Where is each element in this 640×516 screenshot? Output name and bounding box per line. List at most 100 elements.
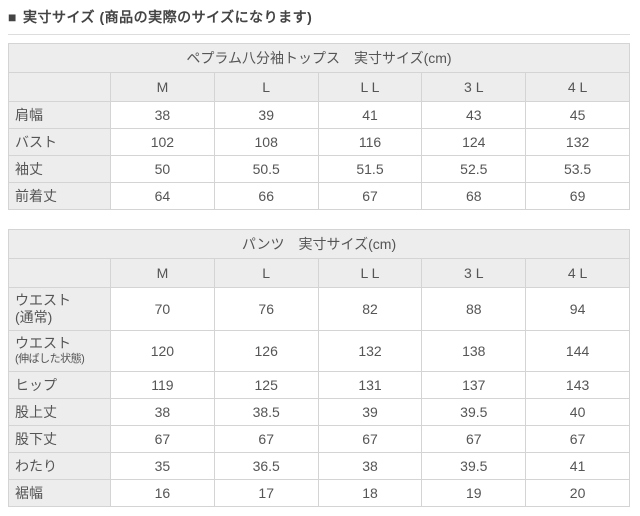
row-label-line: ヒップ (15, 376, 57, 393)
table-cell: 36.5 (213, 452, 319, 480)
corner-cell (8, 258, 111, 288)
table-row: わたり 35 36.5 38 39.5 41 (8, 452, 630, 480)
corner-cell (8, 72, 111, 102)
table-title-row: パンツ 実寸サイズ(cm) (8, 229, 630, 259)
row-label-line: 裾幅 (15, 484, 43, 501)
row-label-line: (伸ばした状態) (15, 353, 85, 365)
column-header: M (110, 72, 215, 102)
row-label-line: バスト (15, 133, 57, 150)
table-cell: 51.5 (317, 155, 423, 183)
table-cell: 102 (110, 128, 215, 156)
table-cell: 68 (421, 182, 527, 210)
table-cell: 64 (110, 182, 215, 210)
row-label: ウエスト (伸ばした状態) (8, 330, 111, 372)
table-cell: 138 (421, 330, 527, 372)
row-label-line: 袖丈 (15, 160, 43, 177)
table-cell: 119 (110, 371, 215, 399)
table-row: 裾幅 16 17 18 19 20 (8, 479, 630, 507)
table-cell: 94 (525, 287, 630, 331)
row-label-line: 股下丈 (15, 430, 57, 447)
table-cell: 137 (421, 371, 527, 399)
table-title-row: ペプラム八分袖トップス 実寸サイズ(cm) (8, 43, 630, 73)
table-row: 股上丈 38 38.5 39 39.5 40 (8, 398, 630, 426)
table-cell: 52.5 (421, 155, 527, 183)
row-label-line: ウエスト (15, 335, 71, 351)
table-row: 肩幅 38 39 41 43 45 (8, 101, 630, 129)
table-cell: 116 (317, 128, 423, 156)
table-cell: 67 (317, 182, 423, 210)
table-row: 前着丈 64 66 67 68 69 (8, 182, 630, 210)
row-label-line: 前着丈 (15, 187, 57, 204)
row-label: ヒップ (8, 371, 111, 399)
row-label-line: わたり (15, 457, 57, 474)
table-cell: 20 (525, 479, 630, 507)
table-cell: 53.5 (525, 155, 630, 183)
table-cell: 70 (110, 287, 215, 331)
column-header: 3 L (421, 258, 527, 288)
row-label: ウエスト (通常) (8, 287, 111, 331)
table-row: 袖丈 50 50.5 51.5 52.5 53.5 (8, 155, 630, 183)
section-heading: ■ 実寸サイズ (商品の実際のサイズになります) (8, 5, 640, 34)
table-cell: 16 (110, 479, 215, 507)
table-cell: 108 (213, 128, 319, 156)
row-label: 股上丈 (8, 398, 111, 426)
column-header: M (110, 258, 215, 288)
row-label: 前着丈 (8, 182, 111, 210)
table-cell: 45 (525, 101, 630, 129)
row-label: 肩幅 (8, 101, 111, 129)
column-header: L (213, 72, 319, 102)
table-cell: 66 (213, 182, 319, 210)
table-cell: 126 (213, 330, 319, 372)
column-header: L L (317, 72, 423, 102)
column-header: 4 L (525, 258, 630, 288)
table-cell: 41 (525, 452, 630, 480)
table-row: ウエスト (伸ばした状態) 120 126 132 138 144 (8, 330, 630, 372)
table-cell: 67 (525, 425, 630, 453)
square-bullet-icon: ■ (8, 9, 17, 25)
table-cell: 76 (213, 287, 319, 331)
row-label-line: 肩幅 (15, 106, 43, 123)
table-cell: 124 (421, 128, 527, 156)
table-cell: 132 (317, 330, 423, 372)
table-cell: 120 (110, 330, 215, 372)
row-label: わたり (8, 452, 111, 480)
table-cell: 17 (213, 479, 319, 507)
table-cell: 38 (110, 101, 215, 129)
table-title: ペプラム八分袖トップス 実寸サイズ(cm) (8, 43, 630, 73)
row-label: 股下丈 (8, 425, 111, 453)
table-cell: 67 (213, 425, 319, 453)
table-row: 股下丈 67 67 67 67 67 (8, 425, 630, 453)
column-header: 4 L (525, 72, 630, 102)
table-cell: 131 (317, 371, 423, 399)
table-title: パンツ 実寸サイズ(cm) (8, 229, 630, 259)
table-cell: 39.5 (421, 398, 527, 426)
row-label-line: ウエスト (15, 292, 71, 308)
table-cell: 41 (317, 101, 423, 129)
row-label-line: 股上丈 (15, 403, 57, 420)
table-cell: 50 (110, 155, 215, 183)
row-label-line: (通常) (15, 309, 53, 325)
table-cell: 43 (421, 101, 527, 129)
table-cell: 39.5 (421, 452, 527, 480)
table-cell: 18 (317, 479, 423, 507)
row-label: バスト (8, 128, 111, 156)
table-cell: 19 (421, 479, 527, 507)
table-cell: 67 (421, 425, 527, 453)
section-divider (8, 34, 630, 35)
row-label: 裾幅 (8, 479, 111, 507)
table-cell: 125 (213, 371, 319, 399)
table-row: ヒップ 119 125 131 137 143 (8, 371, 630, 399)
table-cell: 132 (525, 128, 630, 156)
table-cell: 144 (525, 330, 630, 372)
column-header: 3 L (421, 72, 527, 102)
column-header: L L (317, 258, 423, 288)
table-row: ウエスト (通常) 70 76 82 88 94 (8, 287, 630, 331)
table-cell: 82 (317, 287, 423, 331)
table-cell: 38 (110, 398, 215, 426)
table-cell: 143 (525, 371, 630, 399)
